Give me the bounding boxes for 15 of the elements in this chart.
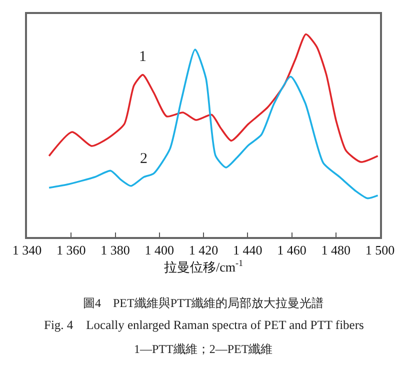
x-tick-label: 1 420	[188, 242, 218, 258]
series-label: 1	[139, 49, 146, 65]
x-tick-label: 1 460	[277, 242, 306, 258]
series-label: 2	[140, 151, 148, 167]
x-tick-label: 1 400	[144, 242, 174, 258]
text: 圖4 PET纖維與PTT纖維的局部放大拉曼光譜	[83, 296, 324, 310]
x-tick-label: 1 360	[56, 242, 86, 258]
x-tick-label: 1 440	[233, 242, 262, 258]
x-tick-label: 1 340	[12, 242, 42, 258]
x-tick-label: 1 500	[365, 242, 395, 258]
x-tick-label: 1 380	[100, 242, 130, 258]
x-tick-label: 1 480	[321, 242, 351, 258]
x-axis-title: 拉曼位移/cm$^{-1}$	[164, 258, 244, 274]
text: 1—PTT纖維；2—PET纖維	[134, 342, 273, 356]
text: Fig. 4 Locally enlarged Raman spectra of PET and PTT fibers	[44, 318, 364, 332]
